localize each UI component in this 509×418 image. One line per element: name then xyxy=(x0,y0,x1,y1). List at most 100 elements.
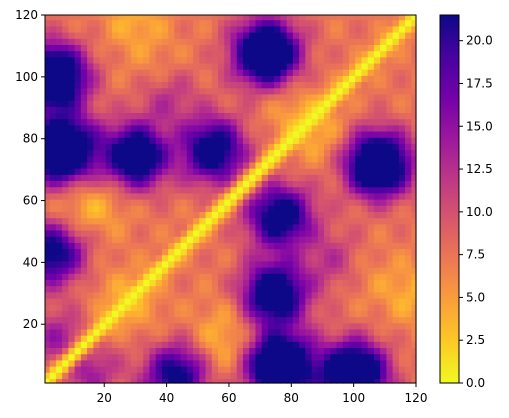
heatmap-cell xyxy=(99,341,107,349)
colorbar-tick-label: 0.0 xyxy=(466,376,485,390)
heatmap-cell xyxy=(348,56,356,64)
heatmap-cell xyxy=(224,199,232,206)
heatmap-cell xyxy=(386,248,394,256)
heatmap-cell xyxy=(161,335,169,342)
heatmap-cell xyxy=(112,15,119,21)
heatmap-cell xyxy=(242,69,250,76)
heatmap-cell xyxy=(380,118,387,126)
heatmap-cell xyxy=(249,155,257,163)
heatmap-cell xyxy=(255,168,263,175)
heatmap-cell xyxy=(68,25,76,33)
heatmap-cell xyxy=(267,297,275,305)
heatmap-cell xyxy=(149,186,157,194)
heatmap-cell xyxy=(74,15,82,21)
heatmap-cell xyxy=(380,254,387,262)
heatmap-cell xyxy=(74,155,82,163)
heatmap-cell xyxy=(342,124,350,132)
heatmap-cell xyxy=(174,347,182,355)
heatmap-cell xyxy=(68,304,76,311)
heatmap-cell xyxy=(242,378,250,384)
heatmap-cell xyxy=(199,25,207,33)
heatmap-cell xyxy=(361,56,369,64)
heatmap-cell xyxy=(93,112,101,120)
heatmap-cell xyxy=(336,15,344,21)
heatmap-cell xyxy=(342,25,350,33)
heatmap-cell xyxy=(136,69,144,76)
heatmap-cell xyxy=(336,19,344,27)
heatmap-cell xyxy=(292,285,300,293)
heatmap-cell xyxy=(80,62,88,70)
heatmap-cell xyxy=(299,254,306,262)
heatmap-cell xyxy=(255,69,263,76)
heatmap-cell xyxy=(93,75,101,83)
heatmap-cell xyxy=(348,242,356,250)
heatmap-cell xyxy=(124,236,132,243)
heatmap-cell xyxy=(124,341,132,349)
heatmap-cell xyxy=(317,242,325,250)
heatmap-cell xyxy=(62,267,69,274)
heatmap-cell xyxy=(267,112,275,120)
heatmap-cell xyxy=(242,100,250,107)
heatmap-cell xyxy=(193,316,200,324)
heatmap-cell xyxy=(411,291,417,299)
heatmap-cell xyxy=(99,353,107,361)
heatmap-cell xyxy=(274,143,281,151)
heatmap-cell xyxy=(199,205,207,212)
heatmap-cell xyxy=(193,359,200,367)
heatmap-cell xyxy=(392,236,400,243)
heatmap-cell xyxy=(405,32,412,39)
heatmap-cell xyxy=(373,335,381,342)
heatmap-cell xyxy=(286,211,294,219)
heatmap-cell xyxy=(249,297,257,305)
heatmap-cell xyxy=(274,69,281,76)
heatmap-cell xyxy=(392,378,400,384)
heatmap-cell xyxy=(62,310,69,318)
heatmap-cell xyxy=(168,359,175,367)
heatmap-cell xyxy=(324,81,331,89)
heatmap-cell xyxy=(105,316,113,324)
heatmap-cell xyxy=(361,236,369,243)
heatmap-cell xyxy=(305,143,313,151)
heatmap-cell xyxy=(230,328,238,336)
heatmap-cell xyxy=(80,365,88,373)
heatmap-cell xyxy=(211,372,219,379)
heatmap-cell xyxy=(99,38,107,45)
heatmap-cell xyxy=(112,143,119,151)
heatmap-cell xyxy=(355,365,363,373)
heatmap-cell xyxy=(199,38,207,45)
heatmap-cell xyxy=(130,149,138,157)
heatmap-cell xyxy=(355,353,363,361)
heatmap-cell xyxy=(274,15,281,21)
heatmap-cell xyxy=(342,56,350,64)
heatmap-cell xyxy=(224,242,232,250)
heatmap-cell xyxy=(136,297,144,305)
heatmap-cell xyxy=(280,155,288,163)
heatmap-cell xyxy=(367,260,375,268)
heatmap-cell xyxy=(74,316,82,324)
heatmap-cell xyxy=(392,341,400,349)
heatmap-cell xyxy=(55,211,63,219)
heatmap-cell xyxy=(45,248,51,256)
heatmap-cell xyxy=(348,341,356,349)
heatmap-cell xyxy=(261,211,269,219)
heatmap-cell xyxy=(193,199,200,206)
heatmap-cell xyxy=(405,168,412,175)
heatmap-cell xyxy=(380,335,387,342)
heatmap-cell xyxy=(249,223,257,231)
heatmap-cell xyxy=(230,168,238,175)
heatmap-cell xyxy=(105,62,113,70)
heatmap-cell xyxy=(199,273,207,280)
heatmap-cell xyxy=(199,168,207,175)
heatmap-cell xyxy=(143,44,151,52)
heatmap-cell xyxy=(193,205,200,212)
y-tick-label: 120 xyxy=(15,8,38,22)
heatmap-cell xyxy=(168,118,175,126)
heatmap-cell xyxy=(342,297,350,305)
heatmap-cell xyxy=(205,322,213,330)
heatmap-cell xyxy=(267,118,275,126)
heatmap-cell xyxy=(136,106,144,114)
heatmap-cell xyxy=(93,186,101,194)
heatmap-cell xyxy=(292,378,300,384)
heatmap-cell xyxy=(130,304,138,311)
heatmap-cell xyxy=(62,192,69,200)
